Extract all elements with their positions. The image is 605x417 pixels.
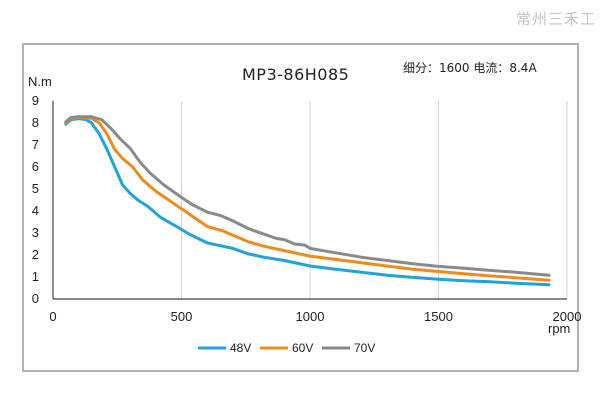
y-axis-label: N.m	[28, 74, 52, 89]
series-line-48V	[64, 117, 551, 287]
series-lines	[64, 115, 551, 287]
x-tick-label: 1500	[424, 309, 453, 324]
y-tick-label: 7	[32, 137, 39, 152]
y-tick-label: 0	[32, 291, 39, 306]
x-tick-label: 1000	[296, 309, 325, 324]
x-tick-label: 500	[171, 309, 193, 324]
drive-parameters: 细分：1600 电流：8.4A	[403, 61, 537, 75]
y-tick-label: 4	[32, 203, 39, 218]
legend-label-60V: 60V	[292, 341, 313, 355]
x-tick-label: 0	[49, 309, 56, 324]
y-tick-label: 3	[32, 225, 39, 240]
watermark-text: 常州三禾工	[515, 10, 596, 28]
y-tick-label: 2	[32, 247, 39, 262]
x-tick-label: 2000	[553, 309, 582, 324]
x-axis-label: rpm	[548, 321, 570, 336]
legend: 48V 60V 70V	[198, 341, 375, 355]
grid-lines	[181, 101, 568, 299]
y-tick-label: 5	[32, 181, 39, 196]
series-line-60V	[64, 116, 551, 282]
y-tick-label: 1	[32, 269, 39, 284]
y-tick-label: 9	[32, 93, 39, 108]
legend-label-70V: 70V	[354, 341, 375, 355]
chart-title: MP3-86H085	[242, 65, 349, 84]
chart-frame	[22, 43, 579, 372]
series-line-70V	[64, 115, 551, 277]
legend-label-48V: 48V	[230, 341, 251, 355]
y-tick-label: 6	[32, 159, 39, 174]
y-tick-label: 8	[32, 115, 39, 130]
tick-labels: 0 1 2 3 4 5 6 7 8 9 0 500 1000 1500 2000	[32, 93, 582, 324]
axes	[52, 101, 567, 300]
